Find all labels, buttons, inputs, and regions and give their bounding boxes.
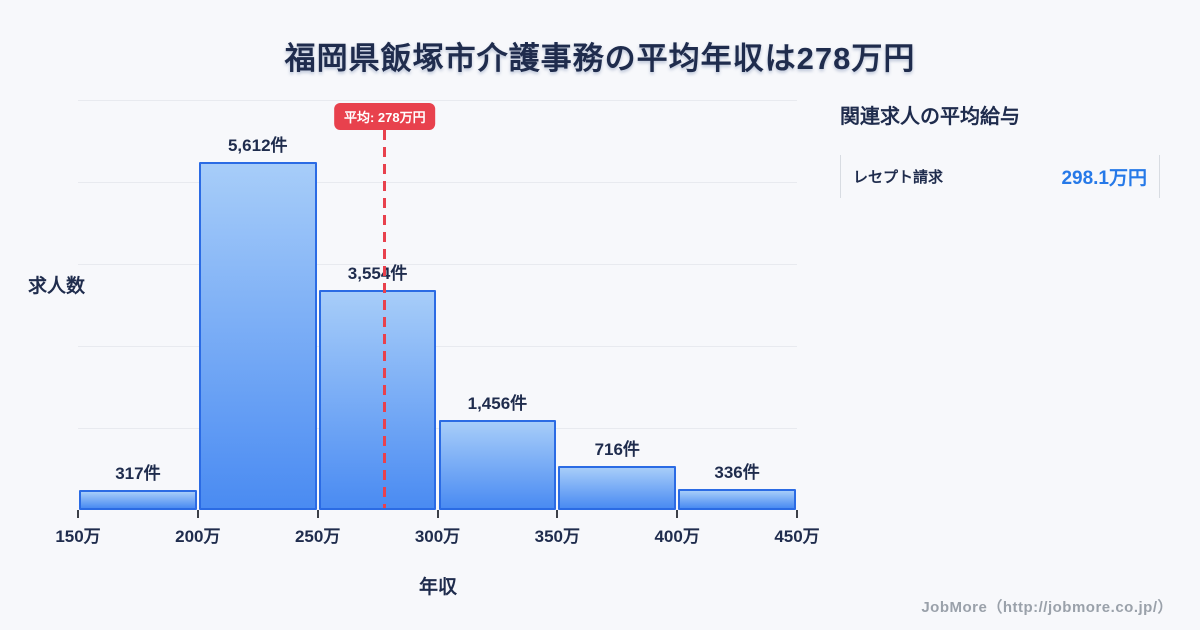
gridline	[78, 346, 797, 347]
bar-value-label: 317件	[115, 464, 161, 483]
panel-heading: 関連求人の平均給与	[840, 106, 1020, 128]
average-dashed-line	[383, 130, 387, 508]
gridline	[78, 182, 797, 183]
related-jobs-panel: 関連求人の平均給与 レセプト請求 298.1万円	[840, 100, 1160, 198]
histogram-bar-350万-400万	[558, 466, 677, 510]
histogram-bar-150万-200万	[79, 490, 197, 510]
x-axis-tick-label: 450万	[774, 527, 820, 546]
x-axis-tick-label: 200万	[175, 527, 221, 546]
histogram-plot-area: 317件 5,612件 3,554件 1,456件 716件 336件 150万 200万 25…	[55, 100, 820, 546]
page-title: 福岡県飯塚市介護事務の平均年収は278万円	[284, 41, 916, 76]
average-badge: 平均: 278万円	[333, 103, 436, 130]
x-axis-tick	[676, 510, 679, 518]
related-job-salary: 298.1万円	[1061, 168, 1147, 189]
histogram-bar-400万-450万	[678, 489, 796, 510]
site-credit: JobMore（http://jobmore.co.jp/）	[921, 599, 1173, 616]
x-axis-label: 年収	[418, 577, 457, 598]
bar-value-label: 5,612件	[227, 136, 288, 155]
x-axis-tick	[796, 510, 798, 518]
x-axis-tick	[436, 510, 439, 518]
x-axis-tick	[316, 510, 319, 518]
bar-value-label: 1,456件	[467, 394, 528, 413]
gridline	[78, 264, 797, 265]
gridline	[78, 100, 797, 101]
x-axis-tick	[196, 510, 199, 518]
histogram-bar-200万-250万	[198, 162, 317, 510]
bar-value-label: 336件	[714, 463, 760, 482]
x-axis-tick-label: 350万	[534, 527, 581, 546]
bar-value-label: 716件	[594, 440, 640, 459]
histogram-bar-300万-350万	[438, 420, 557, 510]
x-axis-tick	[77, 510, 79, 518]
related-job-row: レセプト請求 298.1万円	[840, 155, 1160, 198]
x-axis-tick-label: 250万	[294, 527, 341, 546]
related-job-label: レセプト請求	[853, 169, 944, 186]
panel-rows: レセプト請求 298.1万円	[840, 155, 1160, 198]
y-axis-label: 求人数	[28, 276, 86, 297]
x-axis-tick-label: 400万	[654, 527, 700, 546]
gridline	[78, 428, 797, 429]
x-axis-tick-label: 300万	[414, 527, 461, 546]
bar-value-label: 3,554件	[347, 264, 408, 283]
x-axis-tick-label: 150万	[55, 527, 101, 546]
x-axis-tick	[556, 510, 559, 518]
histogram-bar-250万-300万	[318, 290, 437, 510]
